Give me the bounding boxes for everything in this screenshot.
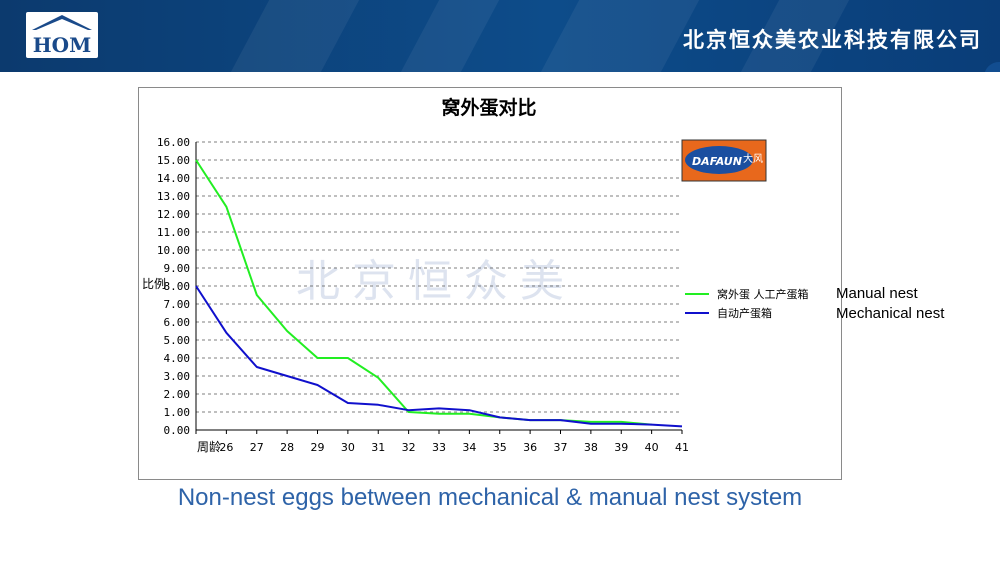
- x-tick-label: 41: [675, 441, 689, 454]
- x-tick-label: 31: [371, 441, 385, 454]
- x-tick-label: 27: [250, 441, 264, 454]
- logo-text: HOM: [33, 33, 91, 57]
- x-tick-label: 39: [614, 441, 628, 454]
- x-tick-label: 36: [523, 441, 537, 454]
- y-tick-label: 7.00: [164, 298, 191, 311]
- x-tick-label: 37: [554, 441, 568, 454]
- x-tick-label: 29: [311, 441, 325, 454]
- x-tick-label: 30: [341, 441, 355, 454]
- x-tick-label: 26: [219, 441, 233, 454]
- x-tick-label: 34: [462, 441, 476, 454]
- y-tick-label: 5.00: [164, 334, 191, 347]
- x-tick-label: 32: [402, 441, 416, 454]
- y-tick-label: 11.00: [157, 226, 190, 239]
- house-roof-icon: HOM: [32, 15, 92, 57]
- y-axis-label: 比例: [142, 277, 166, 291]
- badge-accent-text: 大风: [743, 152, 763, 165]
- company-name: 北京恒众美农业科技有限公司: [683, 27, 982, 52]
- x-tick-label: 35: [493, 441, 507, 454]
- x-axis-label: 周龄: [197, 440, 221, 454]
- y-tick-label: 2.00: [164, 388, 191, 401]
- y-tick-label: 3.00: [164, 370, 191, 383]
- badge-text: DAFAUN: [692, 155, 742, 168]
- y-tick-label: 15.00: [157, 154, 190, 167]
- x-tick-label: 33: [432, 441, 446, 454]
- y-tick-label: 8.00: [164, 280, 191, 293]
- x-tick-label: 40: [645, 441, 659, 454]
- y-tick-label: 0.00: [164, 424, 191, 437]
- y-tick-label: 13.00: [157, 190, 190, 203]
- y-tick-label: 6.00: [164, 316, 191, 329]
- y-tick-label: 16.00: [157, 136, 190, 149]
- y-tick-label: 14.00: [157, 172, 190, 185]
- dafaun-badge: DAFAUN 大风: [681, 139, 767, 182]
- series-line-1: [195, 285, 683, 428]
- header-banner: HOM 北京恒众美农业科技有限公司: [0, 0, 1000, 72]
- chart-title: 窝外蛋对比: [441, 96, 536, 119]
- x-tick-label: 28: [280, 441, 294, 454]
- watermark-text: 北京恒众美: [296, 256, 576, 307]
- line-chart: 窝外蛋对比 北京恒众美 DAFAUN 大风 比例 周龄 0.00 1.00 2.00…: [142, 96, 809, 454]
- y-tick-label: 10.00: [157, 244, 190, 257]
- legend-label: 窝外蛋 人工产蛋箱: [717, 287, 809, 301]
- decorative-dot: [984, 62, 1000, 72]
- y-tick-label: 9.00: [164, 262, 191, 275]
- legend-label: 自动产蛋箱: [717, 306, 772, 320]
- y-tick-label: 1.00: [164, 406, 191, 419]
- x-tick-label: 38: [584, 441, 598, 454]
- company-logo: HOM: [26, 12, 98, 58]
- chart-frame: 窝外蛋对比 北京恒众美 DAFAUN 大风 比例 周龄 0.00 1.00 2.00…: [138, 87, 842, 480]
- chart-caption: Non-nest eggs between mechanical & manua…: [177, 484, 803, 511]
- y-tick-label: 4.00: [164, 352, 191, 365]
- legend-english-mechanical: Mechanical nest: [836, 305, 945, 322]
- legend-english-manual: Manual nest: [836, 285, 918, 302]
- y-tick-label: 12.00: [157, 208, 190, 221]
